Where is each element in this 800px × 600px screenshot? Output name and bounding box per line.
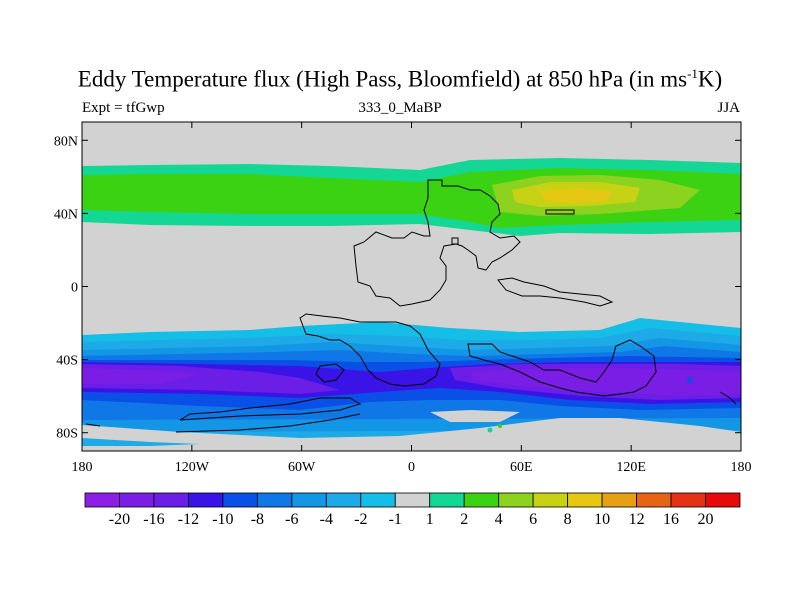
colorbar-swatch [601, 492, 637, 508]
south-america-outline [299, 313, 441, 387]
colorbar-swatch [325, 492, 362, 508]
colorbar-label: -2 [354, 511, 367, 528]
antarctica-outline [179, 397, 362, 421]
colorbar-label: -20 [109, 511, 130, 528]
colorbar-label: 4 [495, 511, 503, 528]
chart-title: Eddy Temperature flux (High Pass, Bloomf… [77, 66, 723, 92]
colorbar-swatch [360, 492, 396, 508]
season-label: JJA [717, 100, 740, 116]
africa-eurasia-outline [353, 179, 521, 307]
experiment-label: Expt = tfGwp [82, 100, 165, 116]
colorbar-swatch [532, 492, 569, 508]
colorbar-swatch [567, 492, 603, 508]
colorbar-swatch [84, 492, 120, 508]
colorbar-swatch [705, 492, 741, 508]
coastlines [85, 179, 737, 433]
antarctic-coast-outline [719, 391, 737, 405]
colorbar-label: 8 [564, 511, 572, 528]
colorbar-swatch [670, 492, 706, 508]
colorbar-swatch [394, 492, 431, 508]
colorbar-label: -16 [143, 511, 164, 528]
antarctic-gap-2 [430, 410, 520, 422]
colorbar-swatch [291, 492, 327, 508]
y-tick-label: 80N [54, 134, 78, 149]
x-tick-label: 60W [288, 460, 316, 475]
colorbar-label: -4 [320, 511, 333, 528]
lake-outline [545, 209, 575, 215]
antarctic-gap [82, 418, 741, 451]
x-tick-label: 0 [408, 460, 415, 475]
colorbar-label: 6 [529, 511, 537, 528]
spot-negative [687, 377, 693, 383]
x-axis: 180 120W 60W 0 60E 120E 180 [72, 122, 752, 475]
colorbar-label: 10 [594, 511, 610, 528]
colorbar-label: 20 [698, 511, 714, 528]
colorbar-swatch [498, 492, 534, 508]
colorbar-label: 1 [426, 511, 434, 528]
colorbar-swatch [636, 492, 672, 508]
asia-coast-outline [497, 277, 614, 307]
nh-flux-band-10 [540, 188, 612, 203]
spot-positive-1 [487, 427, 493, 433]
colorbar-label: 16 [663, 511, 679, 528]
antarctic-edge-band [82, 438, 200, 446]
colorbar-label: -1 [389, 511, 402, 528]
colorbar-swatch [188, 492, 224, 508]
colorbar-swatch [153, 492, 189, 508]
colorbar-swatch [222, 492, 258, 508]
colorbar-swatch [429, 492, 465, 508]
colorbar-label: -6 [285, 511, 298, 528]
edge-coast-outline [85, 423, 101, 427]
y-axis: 80N 40N 0 40S 80S [54, 134, 741, 442]
run-label: 333_0_MaBP [358, 100, 442, 116]
colorbar-swatch [463, 492, 500, 508]
australia-outline [467, 339, 657, 397]
y-tick-label: 40N [54, 207, 78, 222]
plot-area [82, 122, 741, 451]
spot-positive-2 [498, 424, 502, 428]
small-island-outline [451, 237, 459, 245]
colorbar-label: -12 [178, 511, 199, 528]
colorbar-swatch [119, 492, 155, 508]
y-tick-label: 0 [71, 281, 78, 296]
sh-flux-band-16 [82, 368, 741, 396]
x-tick-label: 120W [175, 460, 210, 475]
y-tick-label: 80S [56, 427, 78, 442]
colorbar-label: 12 [629, 511, 645, 528]
colorbar-swatch [256, 492, 293, 508]
x-tick-label: 180 [731, 460, 752, 475]
island-outline [315, 363, 345, 383]
colorbar-label: -10 [212, 511, 233, 528]
y-tick-label: 40S [56, 354, 78, 369]
x-tick-label: 120E [616, 460, 646, 475]
colorbar-label: -8 [251, 511, 264, 528]
colorbar: -20 -16 -12 -10 -8 -6 -4 -2 -1 1 2 4 6 8 10 12 16 20 [84, 492, 741, 528]
colorbar-label: 2 [460, 511, 468, 528]
x-tick-label: 180 [72, 460, 93, 475]
antarctica-edge-outline [175, 413, 361, 433]
x-tick-label: 60E [510, 460, 533, 475]
